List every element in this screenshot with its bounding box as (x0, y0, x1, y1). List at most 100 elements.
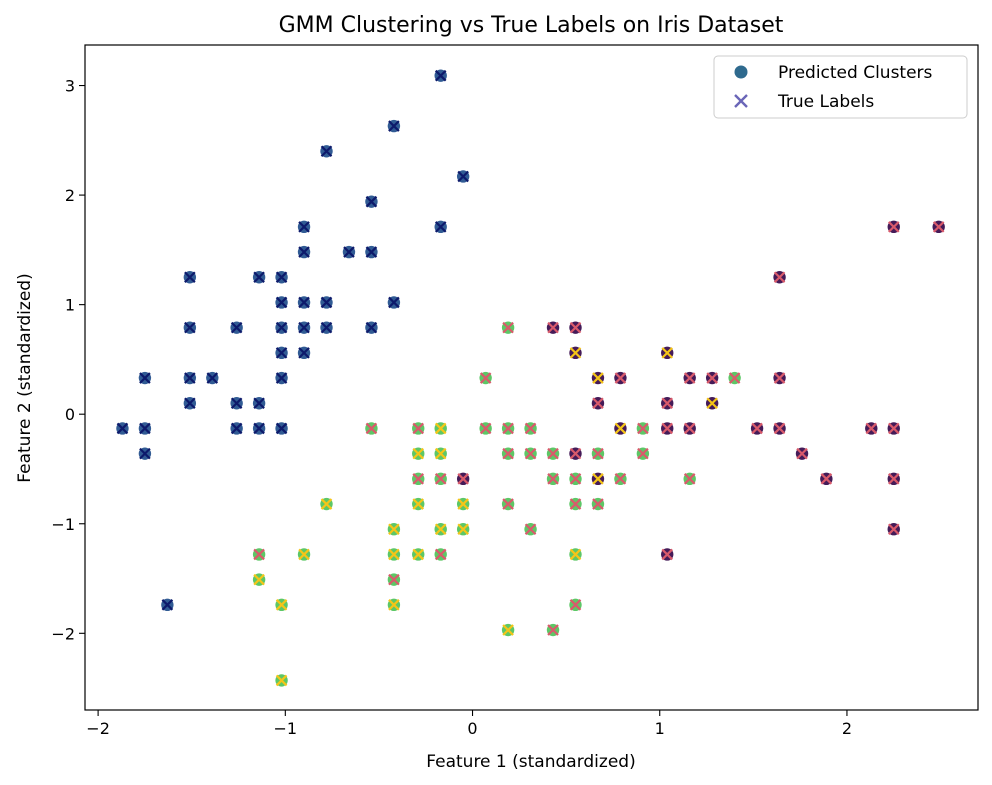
true-label-point (706, 372, 718, 384)
true-label-point (547, 447, 559, 460)
true-label-point (502, 447, 514, 460)
legend-circle-marker (734, 65, 748, 79)
true-label-point (479, 422, 492, 435)
true-label-point (365, 422, 378, 435)
true-label-point (592, 372, 604, 384)
legend-x-marker (734, 94, 748, 108)
true-label-point (706, 397, 718, 410)
true-label-point (887, 221, 900, 233)
true-label-point (343, 246, 355, 258)
true-label-point (206, 372, 219, 384)
true-label-point (661, 347, 674, 359)
true-label-point (887, 473, 900, 485)
true-label-point (298, 246, 310, 258)
true-label-point (887, 523, 900, 536)
true-label-point (253, 397, 265, 410)
true-label-point (637, 422, 649, 435)
true-label-point (320, 296, 333, 309)
x-tick-label: 1 (655, 719, 665, 738)
true-label-point (569, 321, 582, 334)
true-label-point (751, 422, 763, 435)
true-label-point (388, 296, 400, 309)
true-label-point (434, 447, 447, 460)
true-label-point (388, 523, 400, 536)
x-tick-label: −2 (86, 719, 110, 738)
true-label-point (388, 573, 400, 586)
true-label-point (614, 372, 627, 384)
y-tick-label: 3 (65, 77, 75, 96)
y-tick-label: 1 (65, 296, 75, 315)
true-label-point (320, 321, 333, 334)
true-label-point (184, 271, 196, 284)
true-label-point (661, 422, 674, 435)
true-label-point (502, 498, 514, 510)
x-axis-label: Feature 1 (standardized) (426, 752, 635, 772)
true-label-point (275, 599, 288, 611)
true-label-point (139, 372, 151, 384)
true-label-point (773, 271, 786, 284)
true-label-point (592, 498, 604, 510)
true-label-point (502, 321, 514, 334)
true-label-point (569, 447, 582, 460)
true-label-point (298, 321, 310, 334)
y-tick-label: 2 (65, 186, 75, 205)
true-label-point (412, 422, 425, 435)
true-label-point (253, 422, 265, 435)
true-label-point (661, 548, 674, 561)
true-label-point (569, 347, 582, 359)
true-label-point (524, 523, 537, 536)
true-label-point (434, 473, 447, 485)
true-label-point (184, 321, 196, 334)
true-label-point (230, 397, 243, 410)
true-label-point (412, 498, 425, 510)
true-label-point (365, 195, 378, 208)
y-axis-label: Feature 2 (standardized) (15, 273, 35, 482)
true-label-point (569, 473, 582, 485)
legend-box (713, 55, 968, 119)
true-label-point (184, 372, 196, 384)
true-label-point (434, 422, 447, 435)
true-label-point (865, 422, 878, 435)
true-label-point (388, 120, 400, 132)
true-label-point (502, 624, 514, 636)
true-label-point (773, 422, 786, 435)
true-label-point (457, 523, 469, 536)
legend: Predicted Clusters True Labels (713, 55, 968, 119)
true-label-point (298, 548, 310, 561)
true-label-point (773, 372, 786, 384)
true-label-point (592, 447, 604, 460)
true-label-point (298, 221, 310, 233)
true-label-point (661, 397, 674, 410)
true-label-point (592, 473, 604, 485)
true-label-point (683, 473, 696, 485)
true-label-point (547, 321, 559, 334)
true-label-point (502, 422, 514, 435)
true-label-point (412, 473, 425, 485)
true-label-point (388, 548, 400, 561)
true-label-point (683, 372, 696, 384)
true-label-point (412, 447, 425, 460)
true-label-point (275, 372, 288, 384)
true-label-point (275, 321, 288, 334)
true-label-point (569, 548, 582, 561)
true-label-point (365, 321, 378, 334)
true-label-point (614, 422, 627, 435)
true-label-point (457, 473, 469, 485)
true-label-point (434, 69, 447, 82)
x-tick-label: 2 (842, 719, 852, 738)
y-tick-label: −1 (51, 515, 75, 534)
true-label-point (139, 422, 151, 435)
true-label-point (547, 624, 559, 636)
true-label-point (275, 347, 288, 359)
true-label-point (161, 599, 174, 611)
true-label-point (275, 296, 288, 309)
true-label-point (253, 548, 265, 561)
true-label-point (434, 523, 447, 536)
true-label-point (820, 473, 833, 485)
x-tick-label: −1 (274, 719, 298, 738)
true-label-point (275, 271, 288, 284)
true-label-point (932, 221, 945, 233)
true-label-point (320, 498, 333, 510)
true-label-point (637, 447, 649, 460)
